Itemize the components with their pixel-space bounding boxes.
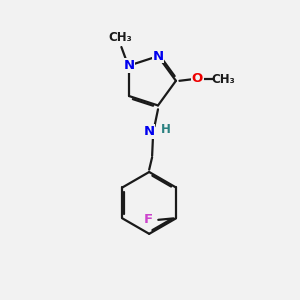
Text: N: N: [152, 50, 164, 63]
Text: O: O: [192, 72, 203, 85]
Text: CH₃: CH₃: [108, 31, 132, 44]
Text: H: H: [161, 122, 171, 136]
Text: F: F: [144, 213, 153, 226]
Text: N: N: [144, 125, 155, 138]
Text: N: N: [124, 59, 135, 72]
Text: CH₃: CH₃: [211, 73, 235, 86]
